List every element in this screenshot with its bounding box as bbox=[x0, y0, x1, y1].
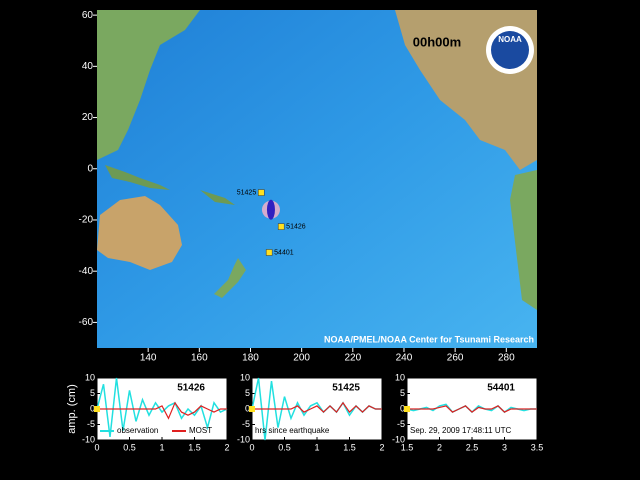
new-zealand bbox=[214, 258, 246, 298]
south-america bbox=[510, 170, 537, 310]
y-tick-label: 0 bbox=[400, 403, 405, 413]
annotation: Sep. 29, 2009 17:48:11 UTC bbox=[410, 426, 511, 435]
y-tick-label: 10 bbox=[395, 372, 405, 382]
station-label: 51425 bbox=[237, 189, 257, 196]
logo-text: NOAA bbox=[498, 35, 522, 44]
logo-disc bbox=[491, 31, 529, 69]
x-tick-label: 1.5 bbox=[401, 442, 414, 452]
series-line bbox=[252, 401, 382, 414]
asia bbox=[97, 10, 200, 160]
y-tick-label: -5 bbox=[87, 419, 95, 429]
event-marker bbox=[249, 406, 255, 412]
y-tick-label: 60 bbox=[82, 10, 94, 21]
x-tick-label: 140 bbox=[140, 353, 157, 364]
x-tick-label: 0.5 bbox=[123, 442, 136, 452]
station bbox=[277, 223, 285, 230]
chart-title: 51425 bbox=[332, 383, 360, 394]
station-label: 54401 bbox=[274, 249, 294, 256]
y-tick-label: 40 bbox=[82, 61, 94, 72]
x-tick-label: 1 bbox=[159, 442, 164, 452]
x-tick-label: 2 bbox=[437, 442, 442, 452]
y-tick-label: 20 bbox=[82, 112, 94, 123]
station-label: 51426 bbox=[286, 223, 306, 230]
x-tick-label: 1 bbox=[314, 442, 319, 452]
credit: NOAA/PMEL/NOAA Center for Tsunami Resear… bbox=[324, 334, 534, 344]
y-tick-label: -5 bbox=[397, 419, 405, 429]
chart-title: 54401 bbox=[487, 383, 515, 394]
y-tick-label: -10 bbox=[237, 434, 250, 444]
x-tick-label: 280 bbox=[498, 353, 515, 364]
station bbox=[257, 189, 265, 196]
new-guinea bbox=[200, 190, 235, 205]
event-marker bbox=[94, 406, 100, 412]
y-tick-label: -20 bbox=[79, 215, 94, 226]
y-tick-label: 5 bbox=[90, 388, 95, 398]
y-tick-label: 10 bbox=[85, 372, 95, 382]
y-tick-label: -5 bbox=[242, 419, 250, 429]
x-tick-label: 2.5 bbox=[466, 442, 479, 452]
series-line bbox=[96, 377, 228, 437]
x-tick-label: 3.5 bbox=[531, 442, 544, 452]
legend-label: MOST bbox=[189, 426, 212, 435]
x-tick-label: 1.5 bbox=[343, 442, 356, 452]
y-tick-label: -40 bbox=[79, 266, 94, 277]
x-tick-label: 2 bbox=[379, 442, 384, 452]
y-tick-label: -60 bbox=[79, 317, 94, 328]
y-tick-label: 5 bbox=[245, 388, 250, 398]
x-tick-label: 160 bbox=[191, 353, 208, 364]
epicenter bbox=[266, 199, 275, 220]
x-tick-label: 3 bbox=[502, 442, 507, 452]
y-tick-label: 0 bbox=[245, 403, 250, 413]
x-tick-label: 200 bbox=[293, 353, 310, 364]
series-line bbox=[407, 405, 537, 413]
y-tick-label: 10 bbox=[240, 372, 250, 382]
x-tick-label: 1.5 bbox=[188, 442, 201, 452]
station bbox=[265, 249, 273, 256]
x-tick-label: 2 bbox=[224, 442, 229, 452]
x-tick-label: 0.5 bbox=[278, 442, 291, 452]
event-marker bbox=[404, 406, 410, 412]
chart-title: 51426 bbox=[177, 383, 205, 394]
x-tick-label: 260 bbox=[447, 353, 464, 364]
legend-label: observation bbox=[117, 426, 158, 435]
time-label: 00h00m bbox=[413, 34, 461, 49]
x-tick-label: 0 bbox=[249, 442, 254, 452]
indonesia bbox=[105, 165, 170, 190]
y-tick-label: -10 bbox=[392, 434, 405, 444]
x-tick-label: 0 bbox=[94, 442, 99, 452]
annotation: hrs since earthquake bbox=[255, 426, 330, 435]
x-tick-label: 240 bbox=[396, 353, 413, 364]
australia bbox=[97, 196, 182, 270]
series-line bbox=[97, 401, 227, 420]
x-tick-label: 180 bbox=[242, 353, 259, 364]
y-tick-label: 0 bbox=[87, 163, 93, 174]
x-tick-label: 220 bbox=[344, 353, 361, 364]
y-tick-label: 0 bbox=[90, 403, 95, 413]
y-tick-label: 5 bbox=[400, 388, 405, 398]
y-axis-label: amp. (cm) bbox=[66, 384, 78, 434]
y-tick-label: -10 bbox=[82, 434, 95, 444]
